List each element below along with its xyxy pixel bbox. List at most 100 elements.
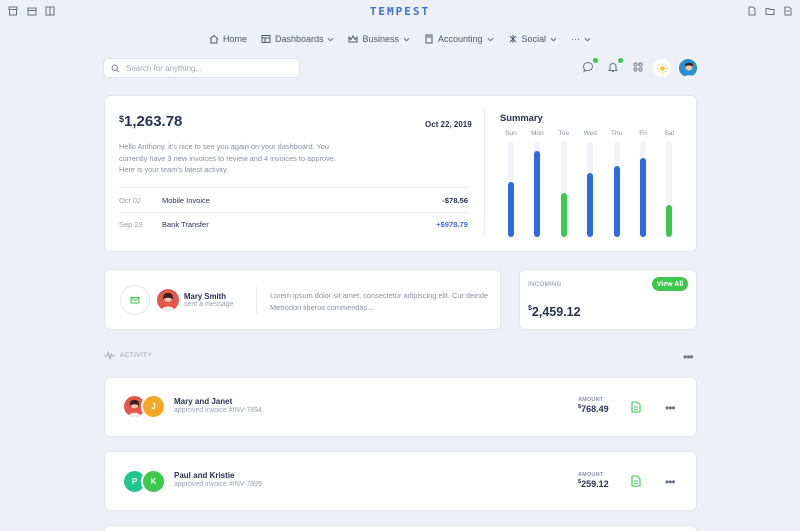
chart-bar[interactable] [666,204,673,237]
columns-icon[interactable] [45,6,55,16]
chevron-down-icon [403,37,410,41]
summary-title: Summary [500,112,543,123]
nav-dashboards[interactable]: Dashboards [261,34,335,44]
message-button[interactable] [120,285,150,315]
chart-bar[interactable] [587,173,594,237]
chat-notification-dot [593,58,598,63]
chart-bar[interactable] [613,165,620,237]
chevron-down-icon [550,37,557,41]
main-nav: Home Dashboards Business Accounting Soci… [0,31,800,47]
nav-accounting[interactable]: Accounting [424,34,494,44]
balance-amount: $1,263.78 [119,113,183,130]
avatar-initial[interactable]: K [141,469,166,494]
document-icon[interactable] [631,401,641,413]
chart-day-label: Sun [505,130,517,137]
pulse-icon [104,351,115,360]
bell-notification-dot [618,58,623,63]
theme-toggle-button[interactable] [653,59,671,77]
welcome-message: Hello Anthony, it's nice to see you agai… [119,142,336,175]
nav-more[interactable]: ··· [571,34,591,44]
message-preview: Lorem ipsum dolor sit amet, consectetur … [270,291,489,312]
incoming-label: INCOMING [528,281,562,288]
nav-social-label: Social [521,34,547,44]
sender-name[interactable]: Mary Smith [184,292,227,301]
bell-icon[interactable] [607,61,619,73]
view-all-button[interactable]: View All [652,277,688,291]
amount-label: AMOUNT [578,472,604,478]
activity-title[interactable]: Paul and Kristie [174,471,235,480]
file-list-icon[interactable] [783,6,793,16]
apps-grid-icon[interactable] [632,61,644,73]
row-more-icon[interactable]: ••• [665,475,676,489]
nav-accounting-label: Accounting [438,34,483,44]
chart-day-label: Tue [558,130,570,137]
divider [119,187,468,188]
activity-heading-label: ACTIVITY [120,352,153,359]
document-icon[interactable] [631,475,641,487]
social-icon [509,35,516,43]
activity-more-icon[interactable]: ••• [683,350,694,364]
file-icon[interactable] [747,6,757,16]
nav-business[interactable]: Business [348,34,410,44]
transaction-name[interactable]: Mobile Invoice [162,196,210,205]
avatar[interactable] [155,287,181,313]
transaction-amount: -$78.56 [442,196,468,205]
archive-icon[interactable] [8,6,18,16]
chat-icon[interactable] [582,61,594,73]
chart-bar[interactable] [534,150,541,237]
chart-day-label: Thu [610,130,623,137]
activity-heading: ACTIVITY [104,351,152,360]
nav-dashboards-label: Dashboards [274,34,324,44]
chart-bar-track [560,142,567,237]
vertical-divider [484,109,485,236]
user-avatar[interactable] [678,58,698,78]
chart-bar-track [666,142,673,237]
chart-day-label: Fri [639,130,647,137]
crown-icon [348,34,358,43]
activity-card [104,451,697,511]
sun-icon [656,62,668,74]
chart-day-label: Mon [531,130,544,137]
avatar-image [157,289,179,311]
dashboard-icon [261,35,271,43]
vertical-divider [256,287,257,314]
folder-icon[interactable] [765,6,775,16]
divider [119,212,468,213]
chart-bar[interactable] [508,181,514,237]
user-avatar-image [679,59,697,77]
transaction-name[interactable]: Bank Transfer [162,220,209,229]
search-input[interactable] [126,63,286,73]
incoming-amount: $2,459.12 [528,305,581,319]
chevron-down-icon [584,37,591,41]
chart-day-label: Wed [583,130,597,137]
activity-subtitle: approved invoice #INV-7894 [174,407,262,414]
transaction-amount: +$978.79 [436,220,468,229]
mail-icon [130,297,140,304]
welcome-card [104,95,697,252]
avatar-image [124,396,145,417]
sender-subtitle: sent a message [184,301,234,308]
chevron-down-icon [328,37,334,41]
chart-bar[interactable] [640,158,646,237]
calendar-icon[interactable] [27,6,37,16]
chart-bar[interactable] [560,193,567,237]
brand-logo[interactable]: TEMPEST [369,5,431,18]
avatar-initial[interactable]: J [141,394,166,419]
activity-subtitle: approved invoice #INV-7899 [174,481,262,488]
activity-title[interactable]: Mary and Janet [174,397,233,406]
search-bar [103,58,300,78]
activity-card [104,525,697,531]
chevron-down-icon [487,37,493,41]
home-icon [209,34,219,44]
nav-social[interactable]: Social [508,34,558,44]
more-icon: ··· [571,34,581,44]
nav-business-label: Business [362,34,400,44]
top-bar: TEMPEST [0,0,800,22]
transaction-date: Sep 29 [119,220,143,229]
row-more-icon[interactable]: ••• [665,401,676,415]
nav-home[interactable]: Home [209,34,247,44]
calculator-icon [425,34,433,44]
amount-value: $768.49 [578,404,609,414]
activity-card [104,377,697,437]
transaction-date: Oct 02 [119,196,142,205]
